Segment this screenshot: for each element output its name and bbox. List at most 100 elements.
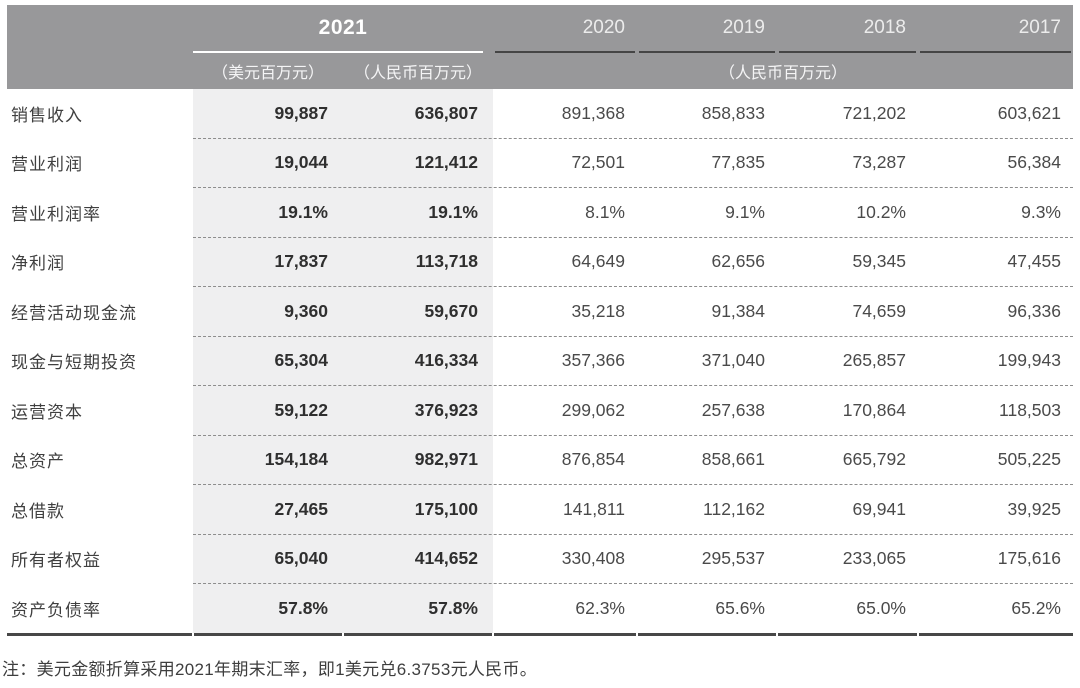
- value-2021-rmb: 113,718: [415, 251, 478, 272]
- border-segment: [7, 632, 192, 636]
- unit-label-usd-millions: （美元百万元）: [211, 65, 324, 82]
- value-2021-rmb: 19.1%: [428, 201, 478, 222]
- value-2018: 59,345: [852, 251, 906, 272]
- value-2019: 371,040: [701, 350, 765, 371]
- table-row: 净利润 17,837 113,718 64,649 62,656 59,345 …: [7, 238, 1073, 287]
- row-separator: [193, 533, 1073, 535]
- column-header-2021: 2021: [318, 16, 368, 39]
- border-segment: [778, 632, 917, 636]
- value-2017: 175,616: [997, 548, 1061, 569]
- value-2021-usd: 65,304: [274, 350, 328, 371]
- table-row: 销售收入 99,887 636,807 891,368 858,833 721,…: [7, 89, 1073, 138]
- value-2020: 330,408: [561, 548, 625, 569]
- value-2017: 199,943: [997, 350, 1061, 371]
- table-header: 2021 2020 2019 2018 2017 （美元百万元） （人民币百万元…: [7, 5, 1073, 89]
- row-separator: [193, 187, 1073, 188]
- value-2021-usd: 65,040: [274, 548, 328, 569]
- row-label: 销售收入: [11, 105, 83, 125]
- value-2017: 118,503: [999, 399, 1061, 420]
- row-separator: [193, 236, 1073, 238]
- value-2020: 62.3%: [575, 597, 625, 618]
- value-2021-rmb: 376,923: [414, 399, 478, 420]
- financial-summary-table: 2021 2020 2019 2018 2017 （美元百万元） （人民币百万元…: [7, 5, 1073, 636]
- value-2020: 72,501: [571, 152, 625, 173]
- underline-2017: [920, 51, 1071, 53]
- column-header-2019: 2019: [722, 17, 765, 38]
- border-segment: [638, 632, 776, 636]
- value-2020: 891,368: [561, 102, 625, 123]
- column-header-2018: 2018: [863, 17, 906, 38]
- value-2019: 65.6%: [715, 597, 765, 618]
- value-2020: 8.1%: [585, 201, 625, 222]
- value-2020: 299,062: [561, 399, 625, 420]
- value-2021-rmb: 636,807: [414, 102, 478, 123]
- value-2018: 665,792: [842, 449, 906, 470]
- row-separator: [193, 434, 1073, 436]
- value-2018: 69,941: [852, 498, 906, 519]
- table-row: 营业利润 19,044 121,412 72,501 77,835 73,287…: [7, 139, 1073, 188]
- border-segment: [344, 632, 492, 636]
- row-label: 现金与短期投资: [11, 353, 137, 373]
- row-label: 运营资本: [11, 402, 83, 422]
- value-2017: 47,455: [1007, 251, 1061, 272]
- value-2021-usd: 99,887: [274, 102, 328, 123]
- value-2020: 64,649: [571, 251, 625, 272]
- footnote: 注：美元金额折算采用2021年期末汇率，即1美元兑6.3753元人民币。: [2, 660, 538, 679]
- value-2017: 65.2%: [1011, 597, 1061, 618]
- table-row: 总资产 154,184 982,971 876,854 858,661 665,…: [7, 436, 1073, 485]
- column-header-2020: 2020: [582, 17, 625, 38]
- value-2020: 876,854: [561, 449, 625, 470]
- underline-2020: [495, 51, 635, 53]
- value-2020: 141,811: [563, 498, 625, 519]
- value-2018: 170,864: [842, 399, 906, 420]
- row-separator: [193, 484, 1073, 485]
- value-2021-usd: 19.1%: [278, 201, 328, 222]
- value-2019: 112,162: [703, 498, 765, 519]
- value-2018: 73,287: [852, 152, 906, 173]
- value-2021-usd: 17,837: [274, 251, 328, 272]
- value-2021-rmb: 414,652: [414, 548, 478, 569]
- border-segment: [194, 632, 342, 636]
- border-segment: [494, 632, 636, 636]
- table-row: 运营资本 59,122 376,923 299,062 257,638 170,…: [7, 386, 1073, 435]
- underline-2019: [639, 51, 775, 53]
- table-row: 经营活动现金流 9,360 59,670 35,218 91,384 74,65…: [7, 287, 1073, 336]
- table-row: 资产负债率 57.8% 57.8% 62.3% 65.6% 65.0% 65.2…: [7, 584, 1073, 633]
- value-2021-rmb: 416,334: [414, 350, 478, 371]
- row-separator: [193, 137, 1073, 139]
- border-segment: [919, 632, 1073, 636]
- value-2018: 74,659: [852, 300, 906, 321]
- value-2019: 77,835: [711, 152, 765, 173]
- value-2021-rmb: 982,971: [414, 449, 478, 470]
- value-2017: 96,336: [1007, 300, 1061, 321]
- highlight-2021-column-background: [193, 89, 493, 633]
- value-2018: 233,065: [842, 548, 906, 569]
- value-2021-usd: 57.8%: [278, 597, 328, 618]
- value-2021-rmb: 57.8%: [428, 597, 478, 618]
- row-label: 净利润: [11, 254, 65, 274]
- row-label: 总资产: [11, 452, 65, 472]
- table-row: 所有者权益 65,040 414,652 330,408 295,537 233…: [7, 535, 1073, 584]
- underline-2021: [193, 51, 483, 53]
- table-bottom-border: [7, 632, 1073, 636]
- row-separator: [193, 385, 1073, 386]
- value-2017: 9.3%: [1021, 201, 1061, 222]
- value-2021-usd: 154,184: [264, 449, 328, 470]
- row-label: 营业利润: [11, 155, 83, 175]
- row-separator: [193, 583, 1073, 584]
- value-2017: 603,621: [997, 102, 1061, 123]
- underline-2018: [779, 51, 916, 53]
- value-2018: 721,202: [842, 102, 906, 123]
- row-separator: [193, 286, 1073, 287]
- unit-label-rmb-millions-2021: （人民币百万元）: [353, 65, 482, 82]
- value-2017: 39,925: [1007, 498, 1061, 519]
- table-body: 销售收入 99,887 636,807 891,368 858,833 721,…: [7, 89, 1073, 633]
- row-separator: [193, 335, 1073, 337]
- value-2018: 65.0%: [856, 597, 906, 618]
- value-2017: 56,384: [1007, 152, 1061, 173]
- row-label: 营业利润率: [11, 204, 101, 224]
- table-rows: 销售收入 99,887 636,807 891,368 858,833 721,…: [7, 89, 1073, 633]
- table-row: 现金与短期投资 65,304 416,334 357,366 371,040 2…: [7, 337, 1073, 386]
- value-2020: 357,366: [561, 350, 625, 371]
